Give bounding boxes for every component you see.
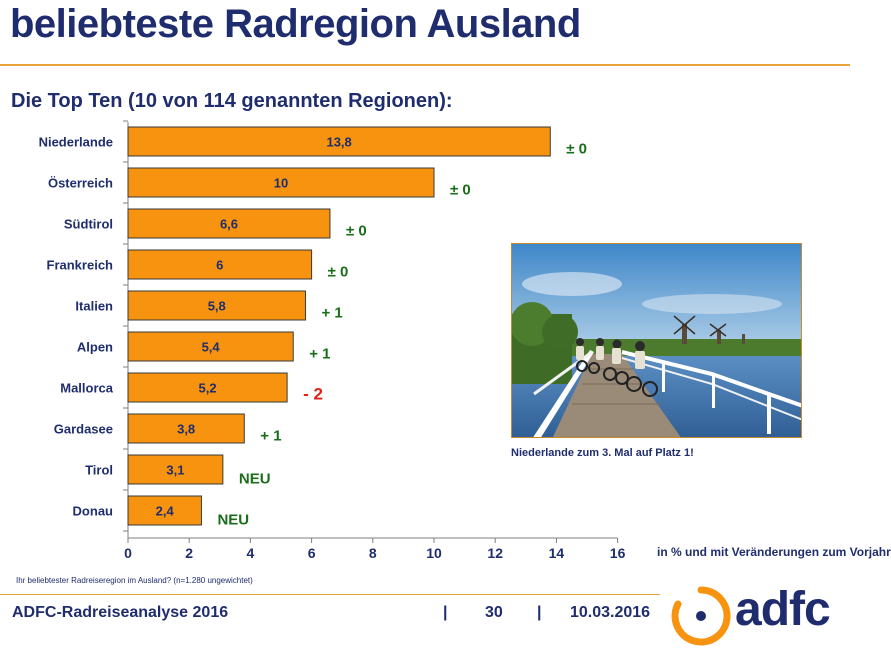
change-label: ± 0 <box>566 141 587 158</box>
x-tick-label: 16 <box>610 545 626 561</box>
chart-subtitle: Die Top Ten (10 von 114 genannten Region… <box>11 90 453 112</box>
change-label: ± 0 <box>346 223 367 240</box>
change-label: NEU <box>217 512 249 529</box>
bar <box>127 208 331 239</box>
value-label: 6,6 <box>220 217 238 232</box>
bar <box>127 495 202 526</box>
x-tick-label: 0 <box>124 545 132 561</box>
category-label: Südtirol <box>64 217 113 232</box>
x-tick-label: 2 <box>185 545 193 561</box>
value-label: 6 <box>216 258 223 273</box>
category-label: Donau <box>73 504 114 519</box>
category-label: Alpen <box>77 340 113 355</box>
footer-date: 10.03.2016 <box>570 604 651 621</box>
x-tick-label: 12 <box>487 545 503 561</box>
x-axis-label: in % und mit Veränderungen zum Vorjahr <box>657 545 891 559</box>
category-label: Österreich <box>48 176 113 191</box>
change-label: NEU <box>239 471 271 488</box>
category-label: Gardasee <box>54 422 113 437</box>
bar <box>127 167 435 198</box>
value-label: 3,1 <box>166 463 184 478</box>
value-label: 13,8 <box>326 135 351 150</box>
title-divider <box>0 64 850 66</box>
footer-page-number: 30 <box>485 604 503 621</box>
value-label: 5,2 <box>199 381 217 396</box>
change-label: ± 0 <box>450 182 471 199</box>
footer-divider <box>0 594 660 595</box>
category-label: Italien <box>75 299 113 314</box>
adfc-logo: adfc <box>668 583 858 646</box>
value-label: 10 <box>274 176 288 191</box>
bar <box>127 372 288 403</box>
category-label: Frankreich <box>47 258 114 273</box>
bar <box>127 454 224 485</box>
change-label: + 1 <box>321 305 342 322</box>
bar <box>127 249 313 280</box>
logo-text: adfc <box>735 583 831 636</box>
page-title: beliebteste Radregion Ausland <box>10 2 581 46</box>
footer-separator: | <box>443 604 448 621</box>
change-label: - 2 <box>303 385 323 404</box>
bar <box>127 331 294 362</box>
bar <box>127 290 306 321</box>
x-tick-label: 14 <box>549 545 565 561</box>
photo-caption: Niederlande zum 3. Mal auf Platz 1! <box>511 447 694 459</box>
value-label: 5,4 <box>202 340 221 355</box>
x-tick-label: 8 <box>369 545 377 561</box>
change-label: ± 0 <box>328 264 349 281</box>
change-label: + 1 <box>260 428 281 445</box>
x-tick-label: 4 <box>247 545 255 561</box>
value-label: 2,4 <box>156 504 175 519</box>
bar <box>127 126 551 157</box>
x-tick-label: 6 <box>308 545 316 561</box>
survey-footnote: Ihr beliebtester Radreiseregion im Ausla… <box>16 576 253 585</box>
category-label: Tirol <box>85 463 113 478</box>
value-label: 5,8 <box>208 299 226 314</box>
value-label: 3,8 <box>177 422 195 437</box>
category-label: Mallorca <box>60 381 114 396</box>
category-label: Niederlande <box>39 135 113 150</box>
x-tick-label: 10 <box>426 545 442 561</box>
cycling-photo <box>511 243 802 438</box>
footer-separator: | <box>537 604 542 621</box>
change-label: + 1 <box>309 346 330 363</box>
bar <box>127 413 245 444</box>
footer-report-title: ADFC-Radreiseanalyse 2016 <box>12 604 229 621</box>
